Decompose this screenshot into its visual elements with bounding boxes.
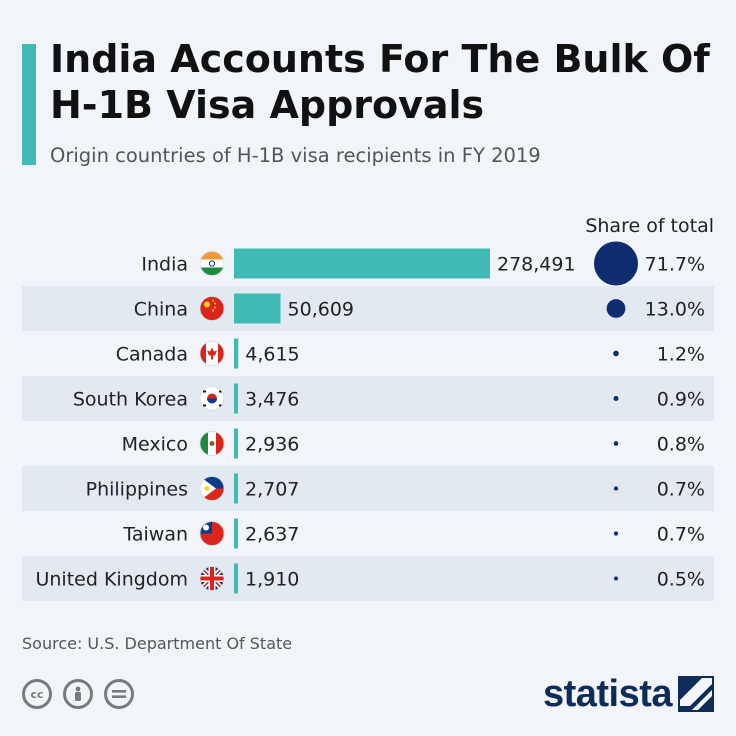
share-label: 71.7% — [645, 254, 705, 276]
bar — [234, 518, 238, 549]
china-flag-icon — [200, 296, 224, 321]
value-label: 50,609 — [288, 299, 354, 321]
bar — [234, 383, 238, 414]
page-subtitle: Origin countries of H-1B visa recipients… — [50, 144, 541, 167]
category-label: South Korea — [73, 389, 188, 411]
bar — [234, 338, 239, 369]
attribution-icon[interactable] — [63, 679, 93, 709]
share-bubble — [594, 241, 638, 286]
share-label: 0.8% — [657, 434, 705, 456]
category-label: Mexico — [122, 434, 188, 456]
value-label: 3,476 — [245, 389, 299, 411]
share-label: 1.2% — [657, 344, 705, 366]
india-flag-icon — [200, 251, 224, 276]
source-note: Source: U.S. Department Of State — [22, 634, 293, 653]
share-label: 0.5% — [657, 569, 705, 591]
category-label: Philippines — [86, 479, 188, 501]
philippines-flag-icon — [200, 476, 224, 501]
license-icons: cc — [22, 679, 134, 709]
bar — [234, 563, 238, 594]
bar — [234, 428, 238, 459]
row-stripe — [22, 376, 714, 421]
mexico-flag-icon — [200, 431, 224, 456]
value-label: 2,637 — [245, 524, 299, 546]
south-korea-flag-icon — [200, 386, 224, 411]
row-stripe — [22, 556, 714, 601]
value-label: 4,615 — [245, 344, 299, 366]
bar — [234, 473, 238, 504]
value-label: 2,707 — [245, 479, 299, 501]
category-label: United Kingdom — [35, 569, 188, 591]
share-bubble — [613, 396, 619, 401]
share-bubble — [614, 576, 618, 581]
no-derivatives-icon[interactable] — [104, 679, 134, 709]
statista-logo-icon — [678, 676, 714, 712]
share-bubble — [613, 441, 619, 446]
title-accent-bar — [22, 44, 36, 165]
canada-flag-icon — [200, 341, 224, 366]
category-label: Canada — [116, 344, 188, 366]
share-bubble — [613, 531, 619, 536]
value-label: 2,936 — [245, 434, 299, 456]
category-label: China — [134, 299, 188, 321]
share-label: 0.7% — [657, 479, 705, 501]
category-label: India — [141, 254, 188, 276]
share-label: 13.0% — [645, 299, 705, 321]
bar — [234, 293, 281, 324]
category-label: Taiwan — [122, 524, 188, 546]
share-label: 0.9% — [657, 389, 705, 411]
share-column-header: Share of total — [585, 215, 714, 237]
creative-commons-icon[interactable]: cc — [22, 679, 52, 709]
united-kingdom-flag-icon — [200, 566, 224, 591]
value-label: 1,910 — [245, 569, 299, 591]
share-bubble — [606, 299, 626, 318]
share-bubble — [613, 486, 619, 491]
row-stripe — [22, 466, 714, 511]
row-stripe — [22, 286, 714, 331]
bar — [234, 248, 490, 279]
share-bubble — [613, 350, 619, 357]
value-label: 278,491 — [497, 254, 576, 276]
share-label: 0.7% — [657, 524, 705, 546]
page-title: India Accounts For The Bulk Of H-1B Visa… — [50, 37, 710, 127]
taiwan-flag-icon — [200, 521, 224, 546]
statista-logo[interactable]: statista — [543, 672, 714, 716]
statista-wordmark: statista — [542, 673, 673, 715]
